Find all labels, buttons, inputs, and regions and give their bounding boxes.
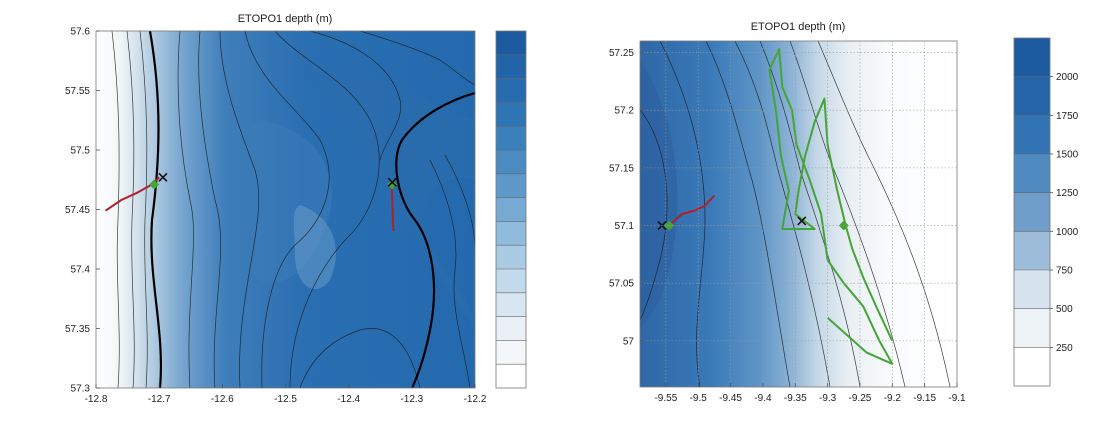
- colorbar-level: [496, 102, 526, 127]
- x-tick-label: -9.55: [654, 393, 677, 404]
- colorbar-level: [496, 269, 526, 294]
- x-tick-label: -12.4: [337, 394, 360, 405]
- x-tick-label: -9.5: [690, 393, 708, 404]
- colorbar-level: [496, 150, 526, 175]
- data-marks-2: [657, 48, 894, 365]
- axes-2: -9.55 -9.5 -9.45 -9.4 -9.35 -9.3 -9.25 -9.2 -9.1…: [609, 41, 966, 404]
- chart-title-1: ETOPO1 depth (m): [238, 13, 333, 25]
- y-tick-label: 57.15: [609, 163, 634, 174]
- colorbar-level: [496, 31, 526, 56]
- x-tick-label: -12.2: [464, 394, 487, 405]
- cross-marker: [387, 177, 397, 187]
- x-tick-label: -9.25: [849, 393, 872, 404]
- colorbar-level: [496, 173, 526, 198]
- colorbar-level: [1014, 270, 1050, 309]
- colorbar-level: [496, 78, 526, 103]
- colorbar-level: [496, 340, 526, 365]
- y-tick-label: 57.4: [71, 265, 91, 276]
- track-line: [390, 182, 395, 231]
- colorbar-frame: [495, 30, 527, 389]
- y-tick-label: 57.45: [65, 205, 90, 216]
- colorbar-level: [496, 54, 526, 79]
- x-tick-label: -9.2: [884, 393, 902, 404]
- cross-marker: [797, 216, 807, 226]
- colorbar-level: [496, 292, 526, 317]
- data-marks-1: [104, 172, 398, 231]
- cross-marker: [158, 172, 168, 182]
- x-tick-label: -9.1: [948, 393, 966, 404]
- chart-panel-1: ETOPO1 depth (m): [65, 13, 527, 406]
- contour-lines-1: [111, 31, 475, 388]
- y-tick-label: 57.55: [65, 86, 90, 97]
- diamond-marker: [387, 179, 398, 190]
- colorbar-level: [496, 316, 526, 341]
- colorbar-level: [496, 245, 526, 270]
- x-tick-label: -9.15: [913, 393, 936, 404]
- colorbar-tick-label: 500: [1056, 304, 1073, 315]
- colorbar-tick-label: 1000: [1056, 227, 1079, 238]
- colorbar-level: [1014, 76, 1050, 116]
- x-tick-label: -12.8: [85, 394, 108, 405]
- y-tick-label: 57.05: [609, 279, 634, 290]
- colorbar-tick-label: 2000: [1056, 72, 1079, 83]
- x-tick-label: -9.3: [819, 393, 837, 404]
- x-tick-label: -9.35: [784, 393, 807, 404]
- track-line: [668, 194, 716, 227]
- colorbar-level: [1014, 231, 1050, 271]
- colorbar-level: [1014, 308, 1050, 348]
- y-tick-label: 57.2: [615, 106, 635, 117]
- colorbar-1: [495, 30, 527, 389]
- colorbar-level: [1014, 347, 1050, 387]
- y-tick-label: 57: [623, 336, 635, 347]
- chart-title-2: ETOPO1 depth (m): [751, 21, 846, 33]
- colorbar-level: [496, 364, 526, 389]
- colorbar-level: [1014, 38, 1050, 77]
- x-tick-label: -12.6: [211, 394, 234, 405]
- colorbar-level: [1014, 154, 1050, 193]
- y-tick-label: 57.5: [71, 146, 91, 157]
- track-line: [768, 69, 894, 342]
- colorbar-level: [1014, 192, 1050, 232]
- colorbar-tick-label: 1500: [1056, 150, 1079, 161]
- colorbar-level: [496, 221, 526, 246]
- diamond-marker: [149, 179, 160, 190]
- x-tick-label: -12.7: [148, 394, 171, 405]
- colorbar-level: [496, 126, 526, 151]
- x-tick-label: -9.45: [719, 393, 742, 404]
- colorbar-tick-label: 250: [1056, 343, 1073, 354]
- axes-1: -12.8 -12.7 -12.6 -12.5 -12.4 -12.3 -12.257.35…: [65, 27, 487, 406]
- colorbar-2: 2000 1750 1500 1250 1000 750 500 250: [1013, 37, 1079, 387]
- chart-panel-2: ETOPO1 depth (m) -9.55 -9.5 -9.45 -9.4 -9.35…: [609, 21, 1079, 404]
- y-tick-label: 57.1: [615, 221, 635, 232]
- colorbar-level: [496, 197, 526, 222]
- colorbar-level: [1014, 115, 1050, 155]
- y-tick-label: 57.35: [65, 324, 90, 335]
- depth-field-2: [640, 41, 957, 387]
- colorbar-frame: [1013, 37, 1051, 387]
- track-line: [768, 48, 894, 365]
- y-tick-label: 57.3: [71, 384, 91, 395]
- colorbar-tick-label: 1250: [1056, 188, 1079, 199]
- x-tick-label: -12.5: [274, 394, 297, 405]
- colorbar-tick-label: 1750: [1056, 111, 1079, 122]
- y-tick-label: 57.25: [609, 48, 634, 59]
- highlight-contours-1: [148, 31, 475, 388]
- contour-lines-2: [640, 41, 951, 387]
- x-tick-label: -12.3: [400, 394, 423, 405]
- colorbar-tick-label: 750: [1056, 266, 1073, 277]
- x-tick-label: -9.4: [754, 393, 772, 404]
- y-tick-label: 57.6: [71, 27, 91, 38]
- depth-field-1: [96, 31, 475, 388]
